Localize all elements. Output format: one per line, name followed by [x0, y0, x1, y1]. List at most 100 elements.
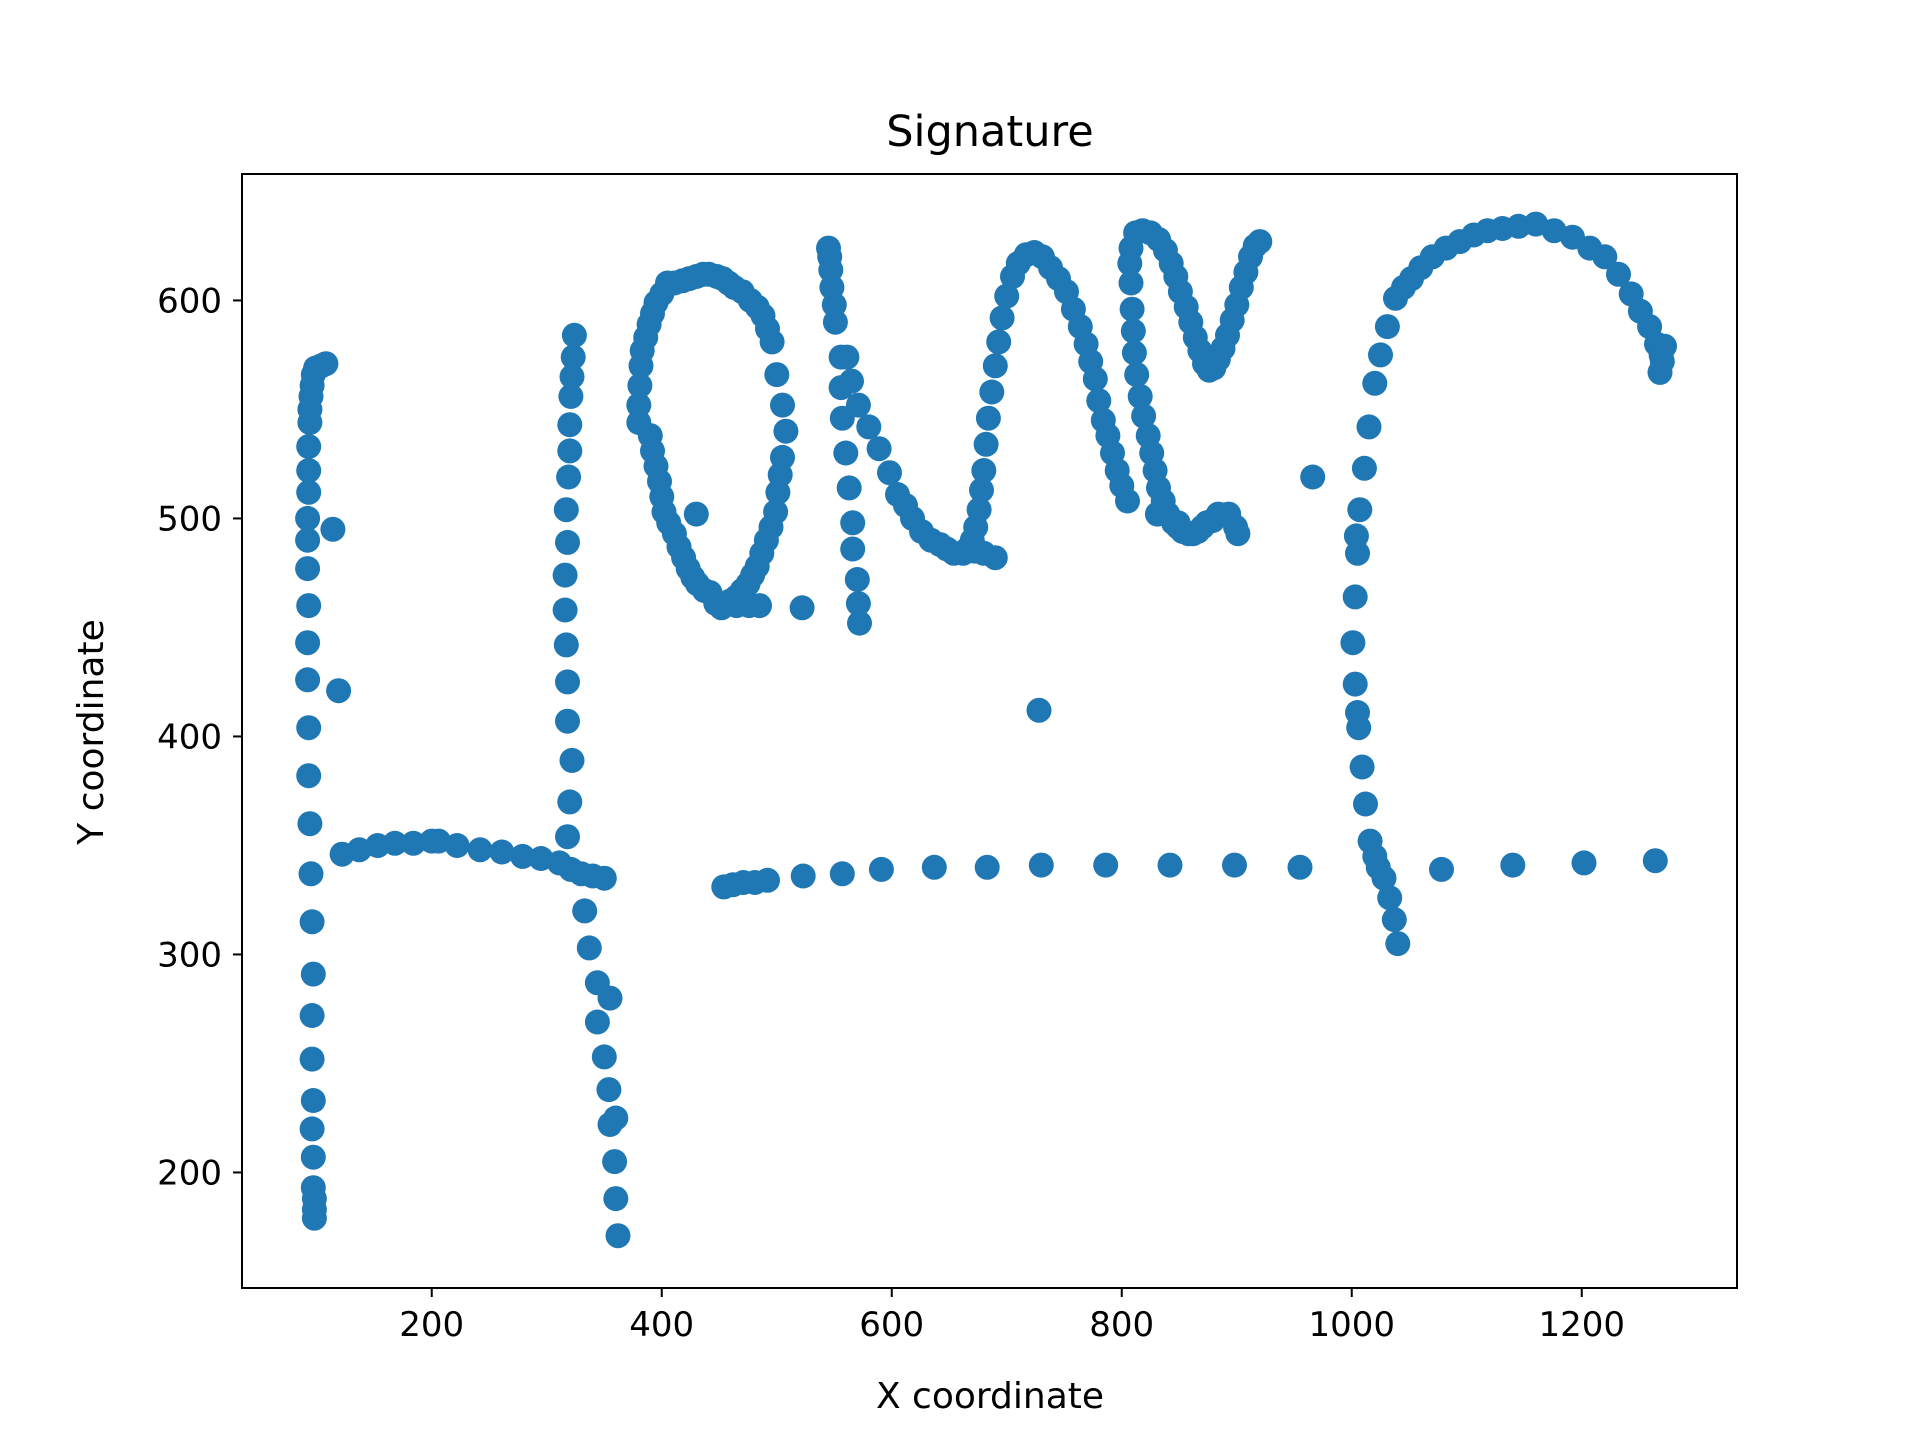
scatter-point	[300, 1144, 326, 1170]
scatter-point	[1222, 852, 1247, 878]
scatter-point	[1340, 630, 1366, 656]
scatter-point	[789, 595, 815, 621]
scatter-point	[989, 305, 1015, 331]
scatter-point	[603, 1186, 629, 1212]
scatter-point	[602, 1149, 628, 1175]
scatter-point	[553, 632, 579, 658]
scatter-point	[1165, 510, 1191, 536]
scatter-point	[877, 460, 902, 486]
scatter-point	[1287, 854, 1313, 880]
scatter-point	[296, 715, 322, 741]
scatter-point	[1592, 244, 1618, 270]
scatter-point	[296, 458, 322, 483]
scatter-point	[572, 898, 598, 924]
scatter-point	[845, 591, 871, 616]
scatter-point	[1225, 521, 1251, 547]
scatter-point	[298, 861, 324, 887]
scatter-point	[836, 475, 862, 501]
scatter-point	[320, 516, 346, 542]
scatter-point	[1500, 852, 1526, 878]
scatter-point	[295, 527, 321, 553]
y-tick-label: 500	[157, 499, 222, 539]
x-tick-label: 400	[629, 1305, 694, 1345]
scatter-point	[856, 414, 882, 440]
scatter-point	[591, 865, 617, 891]
y-axis-title: Y coordinate	[71, 619, 112, 845]
scatter-point	[868, 856, 894, 882]
scatter-point	[556, 464, 582, 490]
scatter-point	[1342, 584, 1368, 610]
scatter-point	[840, 536, 866, 562]
scatter-point	[584, 1009, 610, 1035]
scatter-point	[560, 344, 586, 370]
scatter-point	[1385, 931, 1411, 957]
scatter-point	[1647, 359, 1673, 385]
scatter-point	[1642, 848, 1668, 874]
scatter-point	[1247, 229, 1273, 255]
scatter-point	[747, 593, 772, 619]
scatter-point	[1131, 403, 1157, 429]
scatter-point	[295, 667, 321, 693]
scatter-point	[1571, 850, 1597, 876]
scatter-point	[759, 329, 785, 355]
scatter-point	[400, 830, 426, 856]
scatter-point	[969, 477, 994, 503]
scatter-point	[605, 1223, 631, 1249]
scatter-point	[326, 678, 352, 704]
scatter-point	[555, 708, 580, 734]
scatter-point	[974, 854, 1000, 880]
scatter-point	[295, 556, 321, 582]
axes-layer: 200 400 600 800 1000 1200 200 300 400 500 600	[157, 281, 1625, 1345]
scatter-point	[559, 364, 585, 390]
scatter-point	[840, 510, 866, 536]
y-tick-label: 400	[157, 717, 222, 757]
scatter-point	[866, 436, 892, 462]
x-tick-label: 1200	[1538, 1305, 1625, 1345]
scatter-point	[300, 1088, 326, 1113]
scatter-point	[299, 1003, 325, 1028]
scatter-point	[847, 610, 872, 636]
scatter-point	[845, 392, 871, 418]
scatter-point	[973, 431, 999, 457]
scatter-point	[1082, 366, 1108, 392]
x-axis-title: X coordinate	[876, 1376, 1104, 1417]
scatter-point	[297, 811, 323, 837]
scatter-point	[1118, 270, 1144, 296]
scatter-point	[1357, 828, 1383, 854]
scatter-point	[552, 597, 578, 623]
scatter-point	[1349, 754, 1375, 780]
scatter-point	[296, 593, 322, 619]
scatter-point	[555, 529, 580, 555]
scatter-point	[299, 1116, 325, 1142]
y-tick-label: 200	[157, 1153, 222, 1193]
scatter-point	[1356, 414, 1382, 440]
scatter-point	[833, 440, 859, 466]
scatter-point	[994, 283, 1020, 309]
scatter-point	[962, 538, 987, 564]
scatter-point	[444, 833, 470, 858]
plot-frame	[241, 173, 1738, 1289]
scatter-point	[683, 501, 709, 527]
scatter-point	[1347, 497, 1373, 523]
y-tick-label: 300	[157, 935, 222, 975]
scatter-point	[1345, 700, 1370, 725]
scatter-point	[296, 479, 322, 505]
scatter-point	[1606, 261, 1631, 287]
scatter-point	[299, 1046, 325, 1072]
scatter-point	[844, 567, 870, 592]
scatter-point	[764, 362, 790, 388]
scatter-point	[295, 505, 321, 531]
scatter-point	[1374, 314, 1400, 340]
x-tick-label: 200	[399, 1305, 464, 1345]
x-tick-label: 800	[1089, 1305, 1154, 1345]
scatter-point	[296, 434, 322, 459]
scatter-point	[975, 405, 1001, 431]
scatter-point	[576, 935, 602, 961]
scatter-point	[1120, 318, 1146, 344]
x-tick-label: 600	[859, 1305, 924, 1345]
scatter-point	[1157, 852, 1183, 878]
scatter-point	[557, 438, 583, 464]
scatter-point	[296, 763, 322, 789]
scatter-point	[1652, 333, 1677, 359]
scatter-point	[790, 863, 816, 889]
